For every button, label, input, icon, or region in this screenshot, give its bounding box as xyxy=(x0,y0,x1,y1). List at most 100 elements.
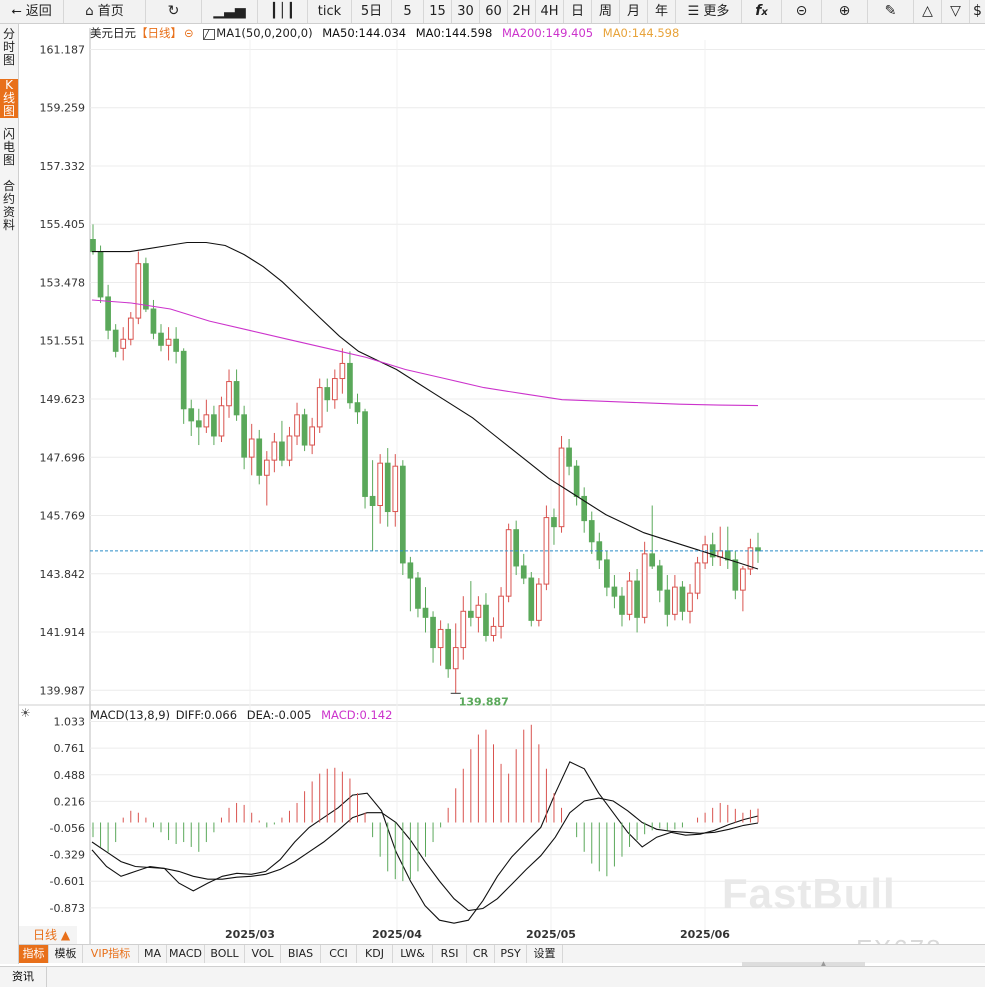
candle-body xyxy=(649,553,656,567)
settings-icon[interactable]: ⊝ xyxy=(184,26,194,40)
indicator-tab[interactable]: KDJ xyxy=(357,945,393,963)
back-button[interactable]: ⭠ 返回 xyxy=(0,0,64,23)
indicator-tab[interactable]: VIP指标 xyxy=(83,945,139,963)
date-tick-label: 2025/05 xyxy=(526,928,576,941)
ma-settings[interactable]: MA1(50,0,200,0) xyxy=(216,26,313,40)
indicator-tab[interactable]: CR xyxy=(467,945,495,963)
indicator-tab[interactable]: MACD xyxy=(167,945,205,963)
indicator-tab[interactable]: 设置 xyxy=(527,945,563,963)
candle-body xyxy=(105,296,111,331)
period-2h[interactable]: 2H xyxy=(508,0,536,23)
scroll-arrow-icon[interactable]: ▲ xyxy=(820,960,827,970)
indicator-tab[interactable]: CCI xyxy=(321,945,357,963)
candle-body xyxy=(581,495,588,522)
formula-icon[interactable]: fx xyxy=(742,0,782,23)
dollar-icon[interactable]: $ xyxy=(973,3,982,19)
period-year[interactable]: 年 xyxy=(648,0,676,23)
tab-contract[interactable]: 合约资料 xyxy=(2,179,15,232)
period-tick[interactable]: tick xyxy=(308,0,352,23)
macd-settings-icon[interactable]: ☀ xyxy=(20,706,31,720)
period-60min[interactable]: 60 xyxy=(480,0,508,23)
candlestick-icon[interactable]: ┃│┃ xyxy=(258,0,308,23)
candle-body xyxy=(672,586,678,615)
top-toolbar: ⭠ 返回 ⌂ 首页 ↻ ▁▃▅ ┃│┃ tick 5日 5 15 30 60 2… xyxy=(0,0,985,24)
indicator-tab[interactable]: PSY xyxy=(495,945,527,963)
ma0-value: MA0:144.598 xyxy=(415,26,493,40)
period-30min[interactable]: 30 xyxy=(452,0,480,23)
period-day[interactable]: 日 xyxy=(564,0,592,23)
candle-body xyxy=(634,580,640,618)
period-15min[interactable]: 15 xyxy=(424,0,452,23)
back-arrow-icon: ⭠ xyxy=(11,4,26,19)
bar-chart-icon[interactable]: ▁▃▅ xyxy=(202,0,258,23)
candle-body xyxy=(513,529,520,567)
candle-body xyxy=(679,586,686,612)
candle-body xyxy=(135,263,142,319)
indicator-tab[interactable]: RSI xyxy=(433,945,467,963)
more-button[interactable]: ☰ 更多 xyxy=(676,0,742,23)
zoom-in-icon[interactable]: ⊕ xyxy=(822,0,868,23)
candle-body xyxy=(384,462,391,513)
candle-body xyxy=(520,565,527,579)
menu-icon: ☰ xyxy=(687,4,704,19)
period-month[interactable]: 月 xyxy=(620,0,648,23)
home-icon: ⌂ xyxy=(85,4,98,19)
candle-body xyxy=(490,625,497,636)
candle-body xyxy=(445,628,452,670)
candle-body xyxy=(158,332,164,346)
indicator-tab[interactable]: BOLL xyxy=(205,945,245,963)
tab-timeshare[interactable]: 分时图 xyxy=(2,27,15,67)
candle-body xyxy=(241,414,247,458)
candle-body xyxy=(354,402,361,413)
indicator-tab[interactable]: 模板 xyxy=(49,945,83,963)
candle-body xyxy=(687,592,693,612)
candle-body xyxy=(467,610,474,618)
candle-body xyxy=(437,628,444,649)
indicator-tab[interactable]: LW& xyxy=(393,945,433,963)
date-tick-label: 2025/03 xyxy=(225,928,275,941)
tab-news[interactable]: 资讯 xyxy=(0,967,47,987)
tab-kline[interactable]: K线图 xyxy=(0,79,18,118)
scroll-handle[interactable] xyxy=(742,962,865,968)
candle-body xyxy=(369,495,376,507)
candle-body xyxy=(452,647,459,670)
triangle-down-icon[interactable]: ▽ xyxy=(942,0,970,23)
candle-body xyxy=(180,350,187,410)
macd-dea: DEA:-0.005 xyxy=(246,708,312,722)
zoom-out-icon[interactable]: ⊝ xyxy=(782,0,822,23)
candle-body xyxy=(747,547,754,570)
candle-body xyxy=(271,441,278,461)
candle-body xyxy=(505,529,512,597)
period-4h[interactable]: 4H xyxy=(536,0,564,23)
period-5day[interactable]: 5日 xyxy=(352,0,392,23)
indicator-tab[interactable]: BIAS xyxy=(281,945,321,963)
low-annotation: 139.887 xyxy=(459,695,509,708)
draw-pen-icon[interactable]: ✎ xyxy=(868,0,914,23)
home-button[interactable]: ⌂ 首页 xyxy=(64,0,146,23)
ma-toggle-icon[interactable]: ╱ xyxy=(203,29,216,40)
candle-body xyxy=(422,607,429,618)
price-tick-label: 151.551 xyxy=(40,335,86,348)
indicator-tab[interactable]: 指标 xyxy=(19,945,49,963)
macd-tick-label: -0.056 xyxy=(50,822,85,835)
period-selector[interactable]: 日线 ▲ xyxy=(19,926,77,944)
date-tick-label: 2025/04 xyxy=(372,928,422,941)
macd-dea-line xyxy=(91,797,759,912)
period-5min[interactable]: 5 xyxy=(392,0,424,23)
candle-body xyxy=(415,577,421,609)
kline-chart[interactable]: 161.187 159.259 157.332 155.405 153.478 151.5… xyxy=(19,24,985,944)
candle-body xyxy=(536,583,542,621)
tab-flash[interactable]: 闪电图 xyxy=(2,127,15,167)
candle-body xyxy=(226,381,232,407)
refresh-icon[interactable]: ↻ xyxy=(146,0,202,23)
price-tick-label: 147.696 xyxy=(40,451,86,464)
candle-body xyxy=(211,414,217,437)
candle-body xyxy=(195,420,202,428)
period-week[interactable]: 周 xyxy=(592,0,620,23)
period-label: 【日线】 xyxy=(136,26,182,40)
triangle-up-icon[interactable]: △ xyxy=(914,0,942,23)
candle-body xyxy=(611,586,618,597)
indicator-tab[interactable]: VOL xyxy=(245,945,281,963)
indicator-tab[interactable]: MA xyxy=(139,945,167,963)
candle-body xyxy=(377,462,384,507)
